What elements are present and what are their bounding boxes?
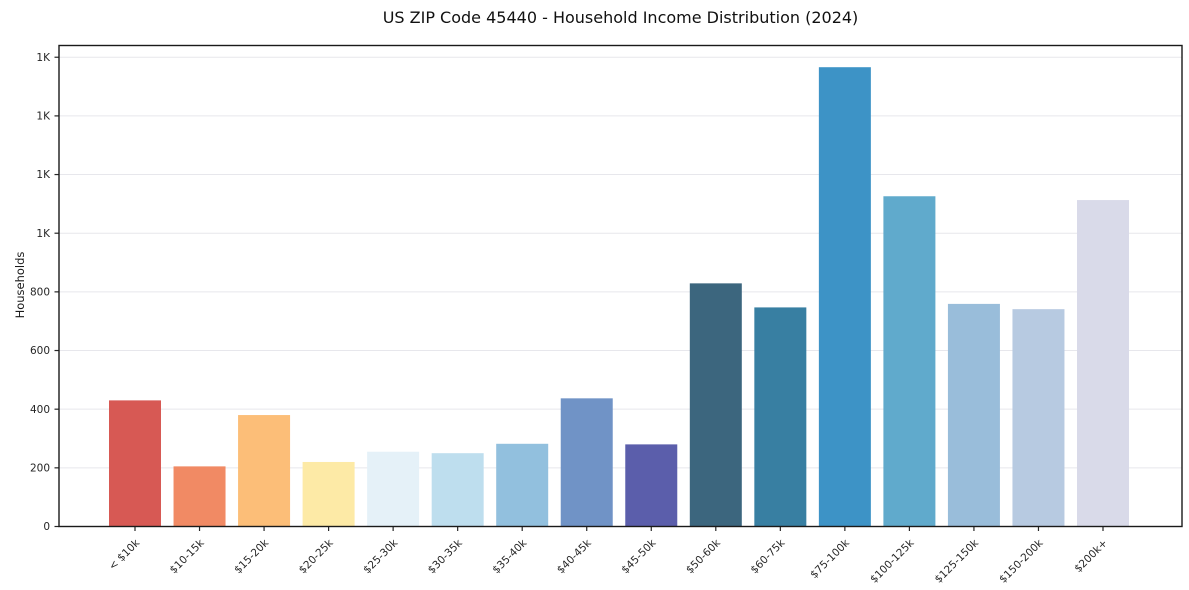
- x-tick-label: $15-20k: [232, 536, 272, 576]
- bar-12: [883, 196, 936, 527]
- x-tick-label: $10-15k: [168, 536, 208, 576]
- bar-1: [173, 466, 226, 527]
- y-tick-label: 1K: [36, 111, 51, 123]
- bar-10: [754, 307, 807, 527]
- x-tick-label: $20-25k: [297, 536, 337, 576]
- x-tick-label: $60-75k: [748, 536, 788, 576]
- bar-14: [1012, 309, 1065, 527]
- x-tick-label: $150-200k: [997, 536, 1046, 585]
- bar-4: [367, 451, 420, 527]
- bar-6: [496, 443, 549, 527]
- bar-5: [431, 453, 484, 527]
- x-tick-label: $200k+: [1072, 537, 1110, 575]
- y-tick-label: 800: [30, 287, 50, 299]
- x-tick-label: $35-40k: [490, 536, 530, 576]
- y-tick-label: 1K: [36, 52, 51, 64]
- bar-0: [109, 400, 161, 527]
- y-tick-label: 1K: [36, 228, 51, 240]
- y-tick-label: 1K: [36, 169, 51, 181]
- y-tick-label: 0: [43, 521, 50, 533]
- x-tick-label: $40-45k: [555, 536, 595, 576]
- bar-11: [818, 67, 871, 527]
- x-tick-label: $125-150k: [933, 536, 982, 585]
- x-tick-label: $30-35k: [426, 536, 466, 576]
- y-tick-label: 200: [30, 463, 50, 475]
- plot-frame: [58, 44, 1183, 528]
- x-tick-label: $25-30k: [361, 536, 401, 576]
- bar-8: [625, 444, 678, 527]
- bar-7: [560, 398, 613, 527]
- bar-2: [238, 415, 291, 527]
- x-tick-label: $100-125k: [868, 536, 917, 585]
- bar-9: [689, 283, 742, 527]
- x-tick-label: $75-100k: [808, 536, 852, 580]
- chart-title: US ZIP Code 45440 - Household Income Dis…: [382, 8, 859, 27]
- bar-15: [1077, 200, 1129, 527]
- y-tick-label: 600: [30, 345, 50, 357]
- bar-13: [947, 303, 1000, 527]
- y-tick-label: 400: [30, 404, 50, 416]
- bar-3: [302, 461, 355, 527]
- x-tick-label: < $10k: [107, 536, 143, 572]
- x-tick-label: $50-60k: [684, 536, 724, 576]
- x-tick-label: $45-50k: [619, 536, 659, 576]
